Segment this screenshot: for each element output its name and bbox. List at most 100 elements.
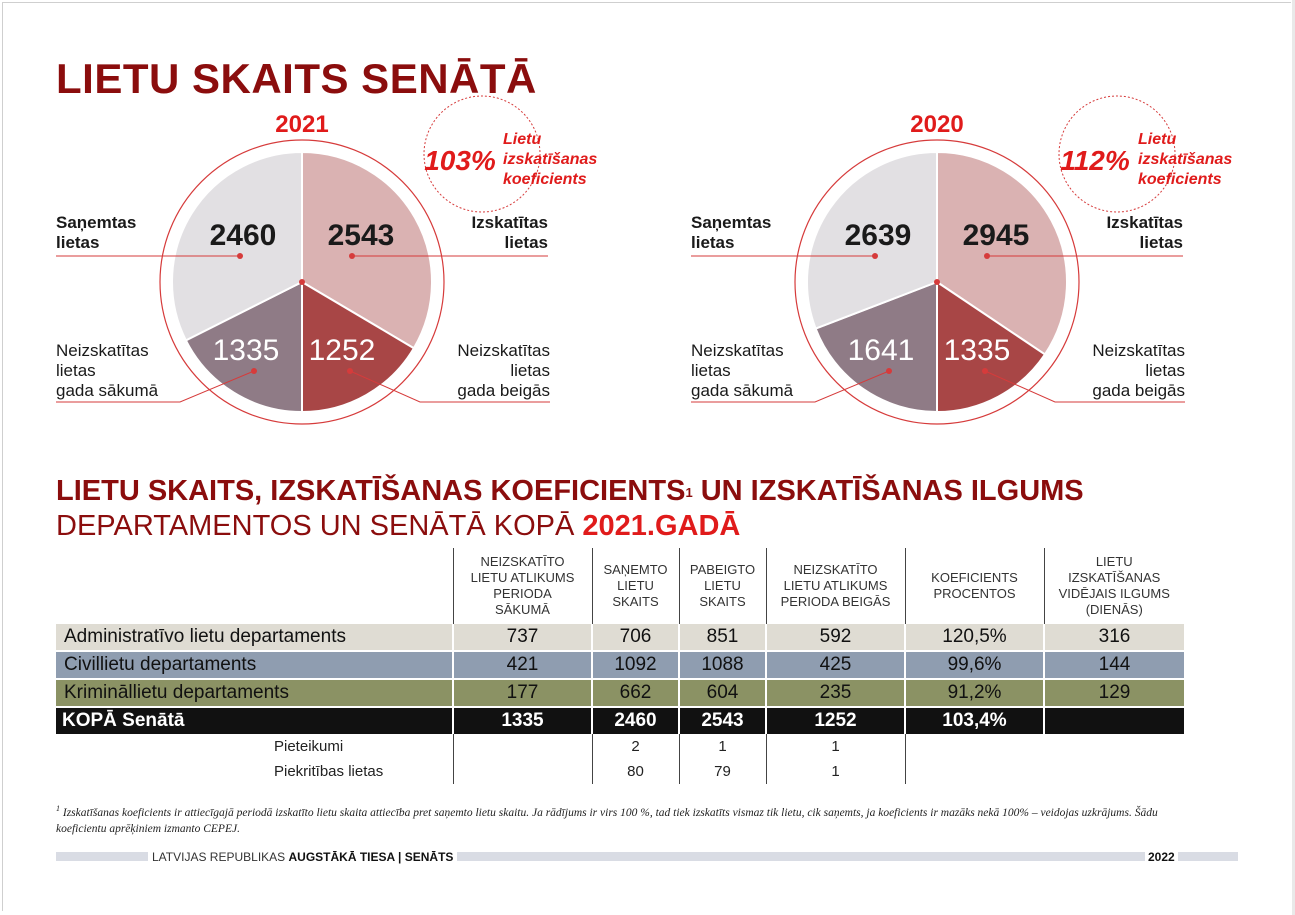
cell-coefficient: 120,5% xyxy=(904,624,1044,652)
pie-slice-pending-end xyxy=(936,280,1047,414)
coefficient-label-line3: koeficients xyxy=(503,171,587,188)
label-reviewed-line2: lietas xyxy=(505,233,548,252)
coefficient-ring xyxy=(1058,95,1176,213)
section-title-end: UN IZSKATĪŠANAS ILGUMS xyxy=(692,475,1084,507)
section-subtitle-year: 2021.GADĀ xyxy=(582,510,741,542)
footnote-marker: 1 xyxy=(56,804,60,813)
pie-slice-pending-start xyxy=(814,280,938,414)
label-received-line2: lietas xyxy=(56,233,99,252)
label-pending-start-line1: Neizskatītas xyxy=(691,341,784,360)
cell-pending-start: 177 xyxy=(452,679,592,708)
pie-year: 2020 xyxy=(910,111,963,138)
header-blank xyxy=(56,548,453,624)
pie-slice-reviewed xyxy=(301,150,433,350)
total-row-name: KOPĀ Senātā xyxy=(56,707,453,734)
cell-pending-start: 737 xyxy=(452,624,592,652)
leader-dot-pending-end xyxy=(982,368,988,374)
label-reviewed-line1: Izskatītas xyxy=(1106,213,1183,232)
header-pending-start: NEIZSKATĪTO LIETU ATLIKUMS PERIODA SĀKUMĀ xyxy=(452,548,592,624)
leader-dot-reviewed xyxy=(984,253,990,259)
cell-completed: 1088 xyxy=(678,651,766,680)
leader-dot-received xyxy=(872,253,878,259)
slice-value-pending-end: 1252 xyxy=(309,334,376,367)
coefficient-label-line3: koeficients xyxy=(1138,171,1222,188)
footer-org: AUGSTĀKĀ TIESA | SENĀTS xyxy=(288,850,454,864)
extra-completed: 79 xyxy=(678,759,766,784)
cell-completed: 851 xyxy=(678,624,766,652)
extra-empty xyxy=(904,759,1044,784)
header-line: LIETU ATLIKUMS xyxy=(470,570,575,585)
header-line: LIETU xyxy=(704,578,741,593)
cell-pending-end: 235 xyxy=(765,679,905,708)
slice-value-pending-start: 1641 xyxy=(848,334,915,367)
pie-outer-ring xyxy=(159,139,445,425)
header-line: PERIODA BEIGĀS xyxy=(780,594,891,609)
table-row: Civillietu departaments 421 1092 1088 42… xyxy=(56,651,1184,680)
header-line: (DIENĀS) xyxy=(1085,602,1143,617)
table-total-row: KOPĀ Senātā 1335 2460 2543 1252 103,4% xyxy=(56,707,1184,734)
table-extra-row: Piekritības lietas 80 79 1 xyxy=(56,759,1184,784)
label-reviewed-line1: Izskatītas xyxy=(471,213,548,232)
label-received-line2: lietas xyxy=(691,233,734,252)
table-row: Krimināllietu departaments 177 662 604 2… xyxy=(56,679,1184,708)
header-line: SAŅEMTO xyxy=(603,562,668,577)
footnote-marker: 1 xyxy=(685,485,693,500)
footnote: 1 Izskatīšanas koeficients ir attiecīgaj… xyxy=(56,801,1196,837)
header-duration: LIETU IZSKATĪŠANAS VIDĒJAIS ILGUMS (DIENĀS) xyxy=(1043,548,1184,624)
extra-empty xyxy=(904,734,1044,759)
label-pending-end-line3: gada beigās xyxy=(457,381,550,400)
label-pending-start-line3: gada sākumā xyxy=(691,381,794,400)
row-department-name: Krimināllietu departaments xyxy=(56,679,453,708)
slice-value-reviewed: 2945 xyxy=(963,219,1030,252)
cell-received: 706 xyxy=(591,624,679,652)
header-line: LIETU xyxy=(1095,554,1133,569)
label-reviewed-line2: lietas xyxy=(1140,233,1183,252)
footer-year: 2022 xyxy=(1145,849,1178,865)
cell-coefficient: 91,2% xyxy=(904,679,1044,708)
cell-pending-start: 421 xyxy=(452,651,592,680)
table-extra-row: Pieteikumi 2 1 1 xyxy=(56,734,1184,759)
label-pending-start-line2: lietas xyxy=(691,361,731,380)
statistics-table: NEIZSKATĪTO LIETU ATLIKUMS PERIODA SĀKUMĀ S… xyxy=(56,548,1184,784)
slice-value-pending-start: 1335 xyxy=(213,334,280,367)
footer-bar xyxy=(56,852,1238,861)
header-coefficient: KOEFICIENTS PROCENTOS xyxy=(904,548,1044,624)
total-coefficient: 103,4% xyxy=(904,707,1044,734)
pie-slice-reviewed xyxy=(936,150,1068,356)
total-pending-start: 1335 xyxy=(452,707,592,734)
pie-outer-ring xyxy=(794,139,1080,425)
cell-duration: 316 xyxy=(1043,624,1184,652)
header-line: SĀKUMĀ xyxy=(495,602,550,617)
header-line: PROCENTOS xyxy=(933,586,1016,601)
label-received-line1: Saņemtas xyxy=(56,213,136,232)
coefficient-label-line2: izskatīšanas xyxy=(503,151,597,168)
header-line: SKAITS xyxy=(699,594,746,609)
header-pending-end: NEIZSKATĪTO LIETU ATLIKUMS PERIODA BEIGĀS xyxy=(765,548,905,624)
section-title-main: LIETU SKAITS, IZSKATĪŠANAS KOEFICIENTS xyxy=(56,475,686,507)
cell-pending-end: 592 xyxy=(765,624,905,652)
header-line: NEIZSKATĪTO xyxy=(793,562,878,577)
label-pending-start-line2: lietas xyxy=(56,361,96,380)
pie-year: 2021 xyxy=(275,111,328,138)
coefficient-label-line1: Lietu xyxy=(1138,131,1176,148)
footer-prefix: LATVIJAS REPUBLIKAS xyxy=(152,850,289,864)
extra-completed: 1 xyxy=(678,734,766,759)
row-department-name: Administratīvo lietu departaments xyxy=(56,624,453,652)
leader-line-pending-end xyxy=(349,370,550,403)
extra-row-name: Piekritības lietas xyxy=(274,763,384,780)
cell-received: 1092 xyxy=(591,651,679,680)
header-line: IZSKATĪŠANAS xyxy=(1068,570,1161,585)
label-pending-start-line3: gada sākumā xyxy=(56,381,159,400)
leader-dot-reviewed xyxy=(349,253,355,259)
header-line: NEIZSKATĪTO xyxy=(480,554,565,569)
slice-value-received: 2639 xyxy=(845,219,912,252)
coefficient-value: 112% xyxy=(1060,145,1130,176)
cell-completed: 604 xyxy=(678,679,766,708)
section-title: LIETU SKAITS, IZSKATĪŠANAS KOEFICIENTS1 … xyxy=(56,474,1084,508)
header-line: KOEFICIENTS xyxy=(931,570,1018,585)
pie-center-dot xyxy=(934,279,940,285)
header-line: PABEIGTO xyxy=(689,562,756,577)
pie-slice-received xyxy=(171,150,303,342)
pie-chart-2020: 2020 2639 2945 1641 1335 Saņemtas lietas… xyxy=(691,95,1232,425)
table-row: Administratīvo lietu departaments 737 70… xyxy=(56,624,1184,652)
